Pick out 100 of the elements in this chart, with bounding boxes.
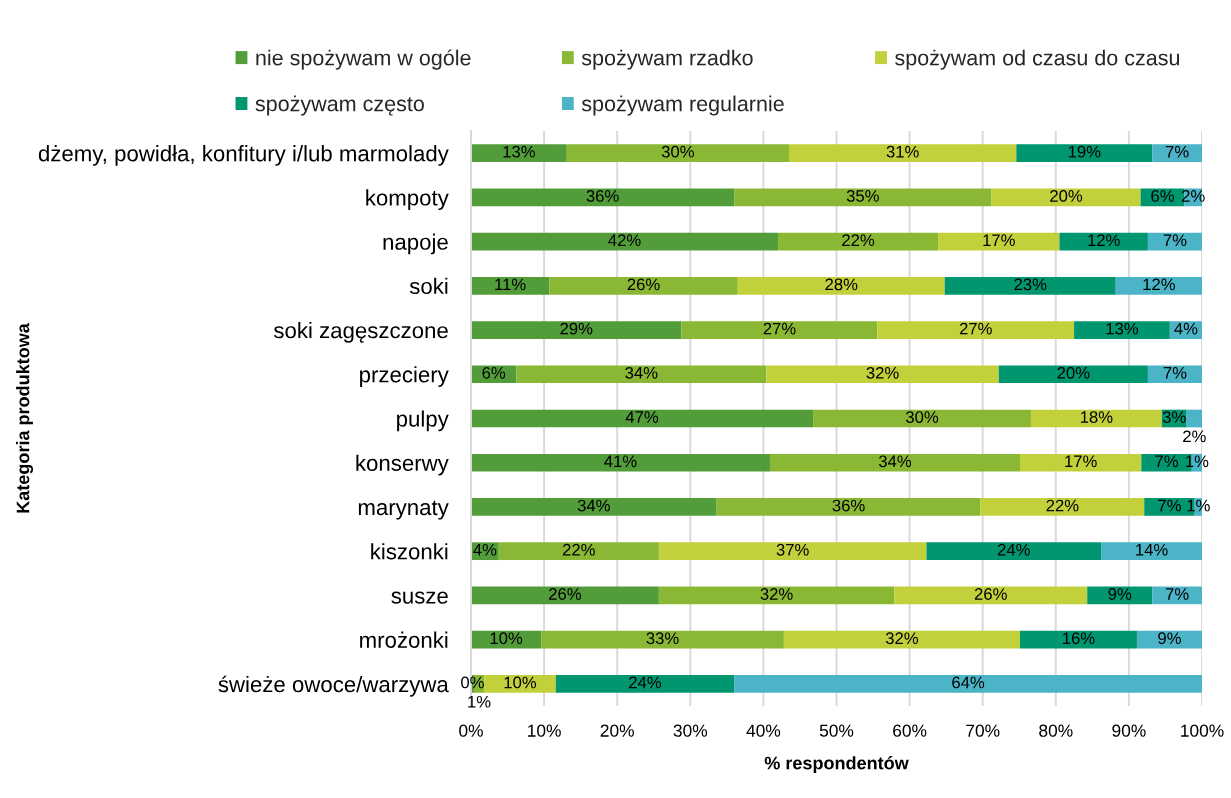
- data-label: 13%: [503, 145, 535, 158]
- data-label: 7%: [1158, 499, 1181, 512]
- x-tick-label: 40%: [746, 724, 781, 737]
- legend-label: spożywam regularnie: [581, 95, 784, 116]
- bar: [471, 232, 779, 251]
- bar: [1019, 630, 1137, 649]
- bar: [471, 453, 770, 472]
- bar: [471, 630, 542, 649]
- bar: [498, 542, 659, 561]
- data-label: 7%: [1155, 455, 1178, 468]
- bar: [1136, 630, 1202, 649]
- y-tick-label: soki: [409, 277, 448, 295]
- data-label: 6%: [482, 366, 506, 379]
- bar: [944, 276, 1116, 295]
- y-tick-label: susze: [391, 591, 448, 604]
- data-label: 64%: [952, 676, 985, 689]
- data-label: 20%: [1057, 366, 1090, 379]
- data-label: 26%: [627, 278, 660, 291]
- data-label: 42%: [608, 234, 641, 246]
- data-label: 27%: [959, 322, 992, 335]
- data-label: 12%: [1143, 278, 1175, 291]
- data-label: 29%: [560, 322, 593, 335]
- bar: [877, 321, 1075, 339]
- bar: [1019, 453, 1142, 472]
- data-label: 18%: [1080, 411, 1113, 423]
- data-label: 3%: [1162, 411, 1186, 423]
- data-label: 26%: [974, 588, 1007, 600]
- legend-label: spożywam od czasu do czasu: [895, 49, 1180, 70]
- bar: [769, 453, 1020, 472]
- bar: [471, 409, 814, 428]
- y-axis-title: Kategoria produktowa: [16, 323, 33, 513]
- x-tick-label: 100%: [1181, 724, 1224, 737]
- bar: [1101, 542, 1202, 561]
- data-label: 12%: [1088, 234, 1120, 246]
- y-tick-label: przeciery: [360, 366, 449, 387]
- bar: [716, 498, 981, 516]
- data-label: 30%: [905, 411, 939, 423]
- data-label: 24%: [629, 676, 662, 689]
- bar: [926, 542, 1102, 561]
- data-label: 19%: [1068, 145, 1101, 158]
- bar: [555, 675, 735, 693]
- bar: [658, 586, 895, 605]
- bar: [1152, 144, 1202, 162]
- bar: [516, 365, 767, 384]
- bar: [541, 630, 784, 649]
- data-label: 32%: [866, 366, 899, 379]
- bar: [681, 321, 878, 339]
- x-tick-label: 60%: [893, 724, 927, 737]
- data-label: 31%: [886, 145, 919, 158]
- data-label: 23%: [1014, 278, 1047, 291]
- data-label: 10%: [490, 632, 523, 645]
- bar: [778, 232, 939, 251]
- data-label: 33%: [646, 632, 679, 645]
- bar: [471, 321, 682, 339]
- data-label: 34%: [878, 455, 912, 468]
- data-label: 4%: [473, 543, 497, 556]
- data-label: 17%: [983, 234, 1015, 246]
- data-label: 28%: [825, 278, 858, 291]
- data-label: 4%: [1174, 322, 1198, 335]
- bar: [484, 675, 556, 693]
- x-tick-label: 50%: [819, 724, 854, 737]
- y-tick-label: kompoty: [366, 189, 449, 211]
- data-label: 1%: [468, 695, 491, 708]
- data-label: 30%: [661, 145, 694, 158]
- bar: [1115, 276, 1202, 295]
- bar: [549, 276, 738, 295]
- data-label: 41%: [604, 455, 637, 468]
- data-label: 32%: [760, 588, 793, 600]
- x-tick-label: 30%: [673, 724, 708, 737]
- y-tick-label: soki zagęszczone: [274, 321, 448, 343]
- bar: [894, 586, 1088, 605]
- bar: [813, 409, 1031, 428]
- data-label: 20%: [1050, 190, 1083, 202]
- bar: [788, 144, 1017, 162]
- data-label: 34%: [625, 366, 658, 379]
- y-tick-label: mrożonki: [360, 631, 448, 648]
- bar: [1186, 409, 1202, 428]
- bar: [1147, 365, 1202, 384]
- data-label: 10%: [504, 676, 537, 689]
- data-label: 26%: [549, 588, 582, 600]
- bar: [471, 188, 735, 207]
- bar: [991, 188, 1141, 207]
- data-label: 7%: [1163, 234, 1187, 246]
- y-tick-label: napoje: [383, 233, 448, 255]
- data-label: 11%: [495, 278, 526, 291]
- legend-label: nie spożywam w ogóle: [256, 49, 471, 70]
- data-label: 14%: [1136, 543, 1168, 556]
- y-tick-label: dżemy, powidła, konfitury i/lub marmolady: [38, 145, 449, 166]
- y-tick-label: konserwy: [356, 454, 449, 476]
- x-tick-label: 0%: [459, 724, 483, 737]
- data-label: 2%: [1183, 430, 1206, 443]
- bar: [766, 365, 999, 384]
- bar: [471, 586, 659, 605]
- bar: [998, 365, 1148, 384]
- y-tick-label: marynaty: [358, 500, 449, 520]
- bar: [1030, 409, 1162, 428]
- data-label: 32%: [885, 632, 919, 645]
- bar: [566, 144, 789, 162]
- data-label: 16%: [1063, 632, 1095, 645]
- bar: [938, 232, 1060, 251]
